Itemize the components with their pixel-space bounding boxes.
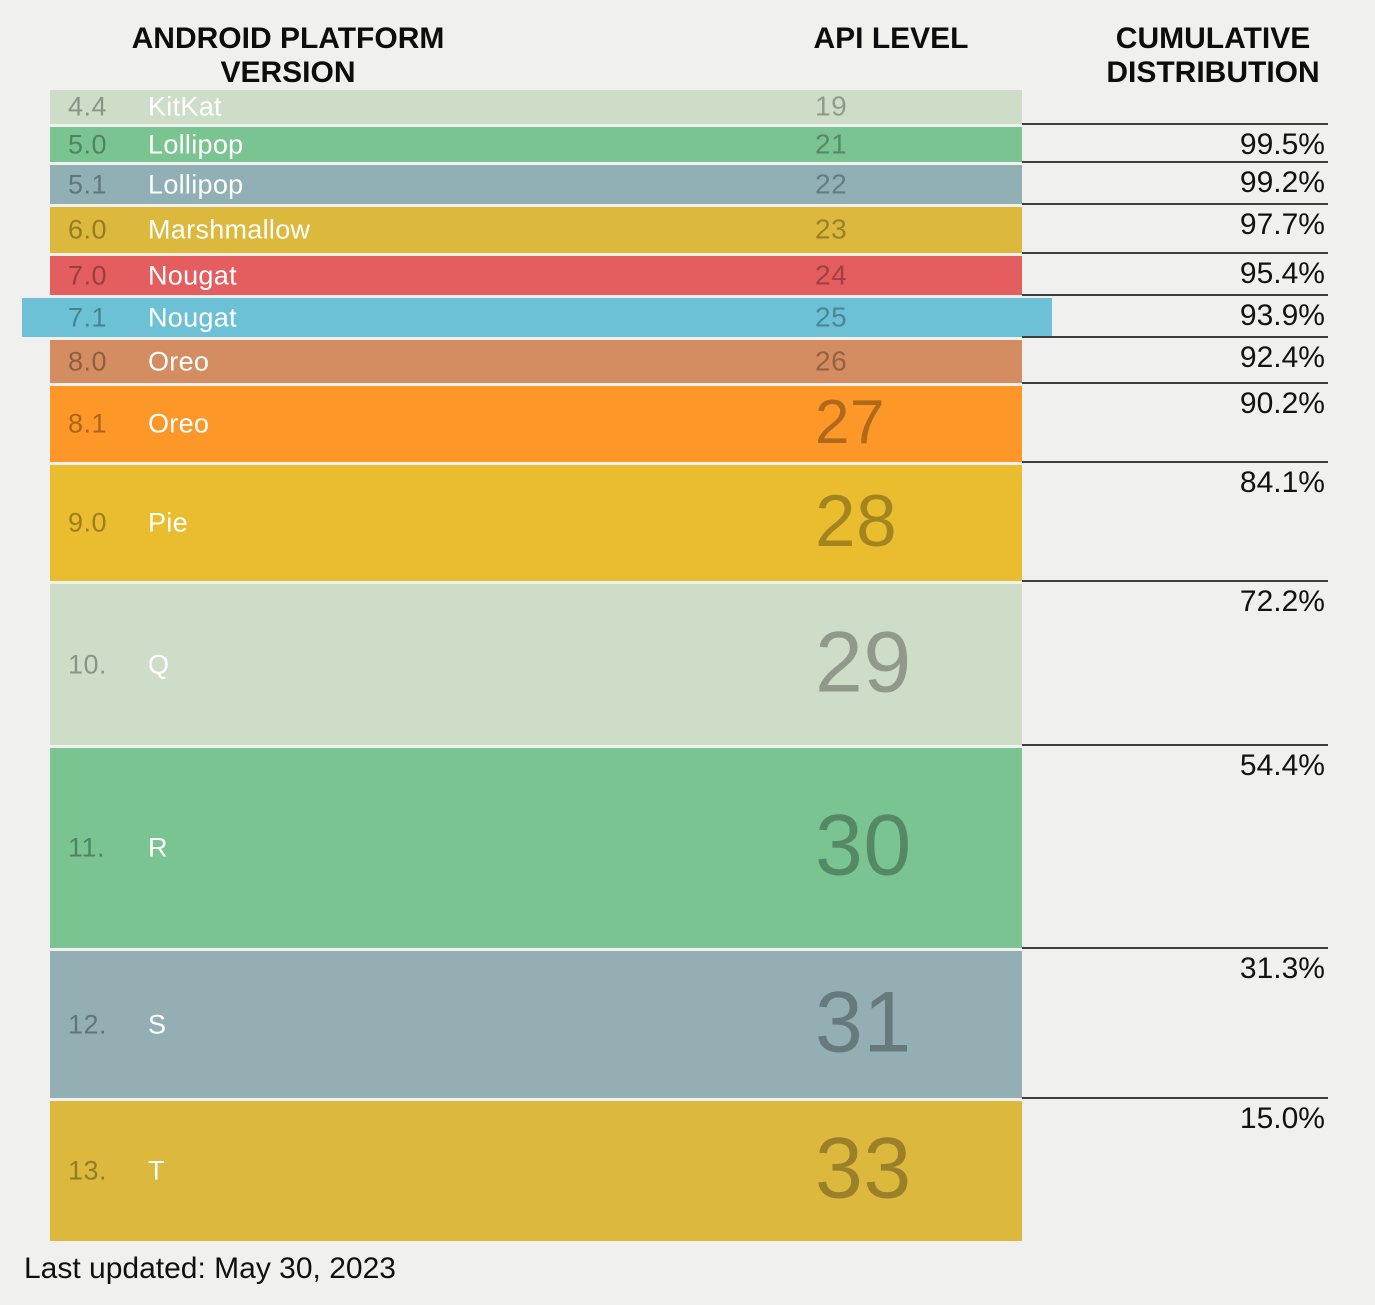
version-bar: [50, 951, 1022, 1098]
version-row-api-27[interactable]: 8.1 Oreo 27 90.2%: [0, 382, 1375, 462]
row-separator-line: [1022, 123, 1328, 125]
row-separator-line: [1022, 252, 1328, 254]
row-separator-line: [1022, 947, 1328, 949]
column-header-api-level: API LEVEL: [813, 22, 969, 55]
version-row-api-31[interactable]: 12. S 31 31.3%: [0, 947, 1375, 1098]
version-row-api-22[interactable]: 5.1 Lollipop 22 99.2%: [0, 161, 1375, 204]
version-bar: [50, 165, 1022, 204]
codename-label: Marshmallow: [148, 214, 311, 245]
api-level-value: 33: [815, 1120, 912, 1217]
cumulative-distribution-value: 99.2%: [1239, 166, 1325, 199]
cumulative-distribution-value: 31.3%: [1239, 952, 1325, 985]
codename-label: Pie: [148, 507, 188, 538]
codename-label: Q: [148, 649, 170, 679]
version-bar: [50, 386, 1022, 462]
codename-label: Oreo: [148, 408, 210, 439]
platform-version-label: 6.0: [68, 214, 108, 245]
cumulative-distribution-value: 54.4%: [1239, 749, 1325, 782]
platform-version-label: 7.1: [68, 302, 108, 332]
cumulative-distribution-value: 97.7%: [1239, 208, 1325, 241]
api-level-value: 25: [815, 300, 848, 332]
version-row-api-26[interactable]: 8.0 Oreo 26 92.4%: [0, 336, 1375, 383]
version-row-api-23[interactable]: 6.0 Marshmallow 23 97.7%: [0, 203, 1375, 253]
version-bar: [50, 748, 1022, 948]
platform-version-label: 10.: [68, 649, 108, 679]
last-updated-label: Last updated: May 30, 2023: [24, 1252, 396, 1285]
codename-label: Nougat: [148, 302, 237, 332]
platform-version-label: 13.: [68, 1155, 108, 1186]
version-rows-list: 4.4 KitKat 19 5.0 Lollipop 21 99.5% 5.1 Lollipop…: [0, 90, 1375, 1244]
version-bar: [50, 340, 1022, 383]
codename-label: Oreo: [148, 346, 210, 376]
version-bar: [50, 256, 1022, 295]
codename-label: S: [148, 1009, 167, 1039]
version-row-api-28[interactable]: 9.0 Pie 28 84.1%: [0, 461, 1375, 581]
row-separator-line: [1022, 1097, 1328, 1099]
row-separator-line: [1022, 161, 1328, 163]
version-bar: [50, 1101, 1022, 1241]
codename-label: T: [148, 1155, 165, 1186]
version-row-api-29[interactable]: 10. Q 29 72.2%: [0, 580, 1375, 745]
version-row-api-30[interactable]: 11. R 30 54.4%: [0, 744, 1375, 948]
codename-label: Lollipop: [148, 169, 244, 199]
platform-version-label: 9.0: [68, 507, 108, 538]
cumulative-distribution-value: 99.5%: [1239, 128, 1325, 161]
version-bar: [50, 90, 1022, 124]
platform-version-label: 8.1: [68, 408, 108, 439]
version-bar: [50, 584, 1022, 745]
column-header-cumulative-distribution: CUMULATIVE DISTRIBUTION: [1106, 22, 1320, 89]
codename-label: KitKat: [148, 91, 222, 122]
row-separator-line: [1022, 580, 1328, 582]
api-level-value: 21: [815, 127, 848, 159]
cumulative-distribution-value: 15.0%: [1239, 1102, 1325, 1135]
codename-label: R: [148, 832, 168, 863]
version-row-api-21[interactable]: 5.0 Lollipop 21 99.5%: [0, 123, 1375, 162]
api-level-value: 19: [815, 90, 848, 122]
row-separator-line: [1022, 203, 1328, 205]
platform-version-label: 8.0: [68, 346, 108, 376]
cumulative-distribution-value: 92.4%: [1239, 341, 1325, 374]
api-level-value: 26: [815, 344, 848, 376]
cumulative-distribution-value: 95.4%: [1239, 257, 1325, 290]
version-row-api-24[interactable]: 7.0 Nougat 24 95.4%: [0, 252, 1375, 295]
platform-version-label: 12.: [68, 1009, 108, 1039]
platform-version-label: 11.: [68, 832, 106, 863]
api-level-value: 22: [815, 167, 848, 199]
version-row-api-25[interactable]: 7.1 Nougat 25 93.9%: [0, 294, 1375, 337]
version-bar-selected: [22, 298, 1052, 337]
row-separator-line: [1022, 294, 1328, 296]
platform-version-label: 7.0: [68, 260, 108, 290]
codename-label: Lollipop: [148, 129, 244, 159]
version-bar: [50, 465, 1022, 581]
cumulative-distribution-value: 72.2%: [1239, 585, 1325, 618]
row-separator-line: [1022, 336, 1328, 338]
row-separator-line: [1022, 382, 1328, 384]
cumulative-distribution-value: 93.9%: [1239, 299, 1325, 332]
platform-version-label: 5.1: [68, 169, 108, 199]
cumulative-distribution-value: 84.1%: [1239, 466, 1325, 499]
codename-label: Nougat: [148, 260, 237, 290]
api-level-value: 31: [815, 974, 912, 1071]
version-row-api-19[interactable]: 4.4 KitKat 19: [0, 90, 1375, 124]
cumulative-distribution-value: 90.2%: [1239, 387, 1325, 420]
api-level-value: 27: [815, 388, 885, 458]
version-row-api-33[interactable]: 13. T 33 15.0%: [0, 1097, 1375, 1241]
api-level-value: 30: [815, 797, 912, 894]
api-level-value: 29: [815, 614, 912, 711]
version-bar: [50, 127, 1022, 162]
api-level-value: 23: [815, 213, 848, 245]
version-bar: [50, 207, 1022, 253]
row-separator-line: [1022, 744, 1328, 746]
column-header-platform-version: ANDROID PLATFORM VERSION: [131, 22, 445, 89]
api-level-value: 28: [815, 480, 898, 562]
platform-version-label: 4.4: [68, 91, 108, 122]
platform-version-label: 5.0: [68, 129, 108, 159]
row-separator-line: [1022, 461, 1328, 463]
api-level-value: 24: [815, 258, 848, 290]
